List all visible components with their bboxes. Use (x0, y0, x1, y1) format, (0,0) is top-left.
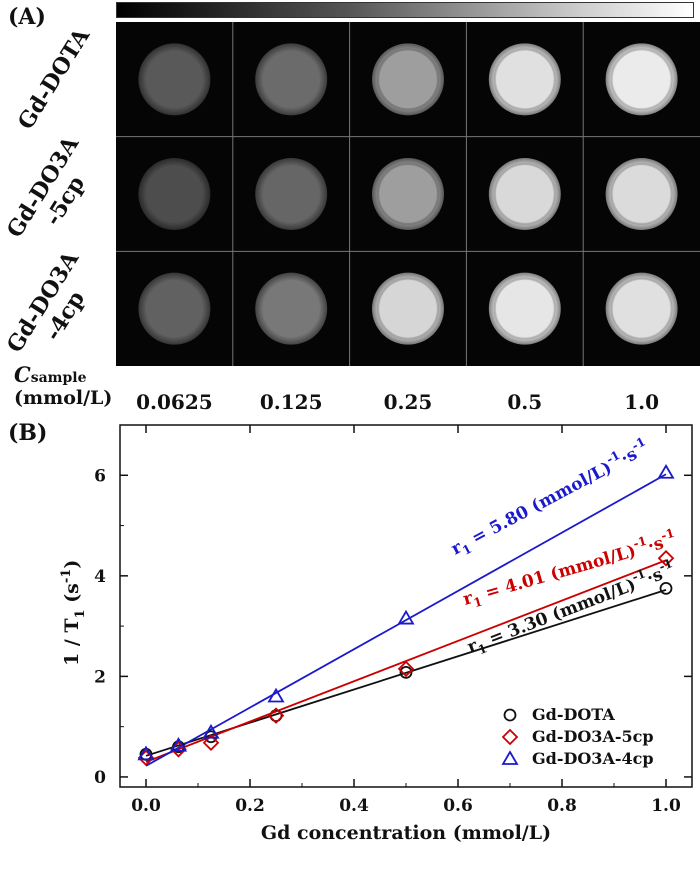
legend-label: Gd-DO3A-4cp (532, 749, 654, 768)
panel-b-label: (B) (8, 420, 48, 446)
phantom-tube (255, 43, 328, 116)
y-axis-title: 1 / T1 (s-1) (59, 560, 88, 666)
csample-unit: (mmol/L) (14, 387, 113, 409)
data-point (267, 707, 285, 724)
data-point (267, 687, 285, 703)
phantom-tube (488, 43, 561, 116)
panel-a-label: (A) (8, 4, 46, 30)
phantom-ring (610, 48, 673, 111)
data-point (169, 736, 188, 752)
phantom-tube (138, 272, 211, 345)
csample-subscript: sample (30, 370, 87, 386)
phantom-tube (605, 43, 678, 116)
phantom-tube (605, 272, 678, 345)
data-point (397, 660, 415, 678)
phantom-ring (610, 277, 673, 340)
legend-label: Gd-DOTA (532, 705, 615, 724)
row-label: Gd-DOTA (11, 22, 97, 138)
data-point (202, 723, 220, 739)
legend-label: Gd-DO3A-5cp (532, 727, 654, 746)
phantom-tube (488, 158, 561, 230)
phantom-ring (493, 277, 556, 340)
phantom-tube (255, 272, 328, 345)
y-tick-label: 6 (94, 466, 106, 486)
csample-symbol: C (14, 362, 31, 387)
x-tick-label: 0.2 (235, 796, 265, 816)
row-label: Gd-DO3A -5cp (0, 129, 108, 258)
concentration-label: 0.25 (383, 390, 433, 414)
data-point (397, 609, 415, 625)
phantom-tube (372, 43, 444, 116)
y-tick-label: 2 (94, 667, 106, 687)
data-point (657, 463, 675, 479)
row-label-text: Gd-DO3A -4cp (1, 246, 91, 357)
x-tick-label: 0.8 (547, 796, 577, 816)
x-tick-label: 0.0 (131, 796, 161, 816)
phantom-tube (488, 272, 561, 345)
data-point (657, 549, 675, 567)
phantom-ring (610, 163, 673, 225)
relaxivity-chart: 0.0 0.2 0.4 0.6 0.8 1.0 0 2 4 6 Gd concentration (… (59, 424, 693, 844)
data-point (202, 734, 220, 752)
concentration-label: 1.0 (624, 390, 659, 414)
concentration-label: 0.5 (507, 390, 543, 414)
phantom-ring (377, 163, 439, 225)
phantom-ring (493, 48, 556, 111)
x-tick-label: 1.0 (651, 796, 681, 816)
row-label: Gd-DO3A -4cp (0, 244, 108, 373)
legend-marker (503, 708, 517, 722)
y-tick-label: 4 (94, 567, 106, 587)
data-point (137, 745, 155, 761)
legend-marker (501, 728, 519, 746)
phantom-tube (372, 272, 444, 345)
x-tick-label: 0.4 (339, 796, 369, 816)
y-tick-label: 0 (94, 768, 106, 788)
phantom-tube (255, 158, 328, 230)
x-axis-title: Gd concentration (mmol/L) (261, 822, 551, 844)
data-point (399, 665, 413, 679)
csample-label: Csample (mmol/L) (14, 362, 112, 409)
intensity-colorbar (116, 2, 694, 18)
phantom-tube (372, 158, 444, 230)
fit-line (145, 473, 667, 767)
data-point (659, 582, 673, 595)
concentration-label: 0.125 (259, 390, 323, 414)
row-label-text: Gd-DOTA (12, 24, 96, 135)
legend-marker (501, 750, 519, 765)
phantom-ring (377, 277, 439, 340)
concentration-label: 0.0625 (136, 390, 213, 414)
x-tick-label: 0.6 (443, 796, 473, 816)
phantom-ring (493, 163, 556, 225)
phantom-tube (138, 158, 211, 230)
phantom-tube (138, 43, 211, 116)
mri-image-grid (116, 22, 700, 366)
row-label-text: Gd-DO3A -5cp (1, 131, 91, 243)
phantom-ring (377, 48, 439, 111)
data-point (269, 709, 283, 723)
phantom-tube (605, 158, 678, 230)
